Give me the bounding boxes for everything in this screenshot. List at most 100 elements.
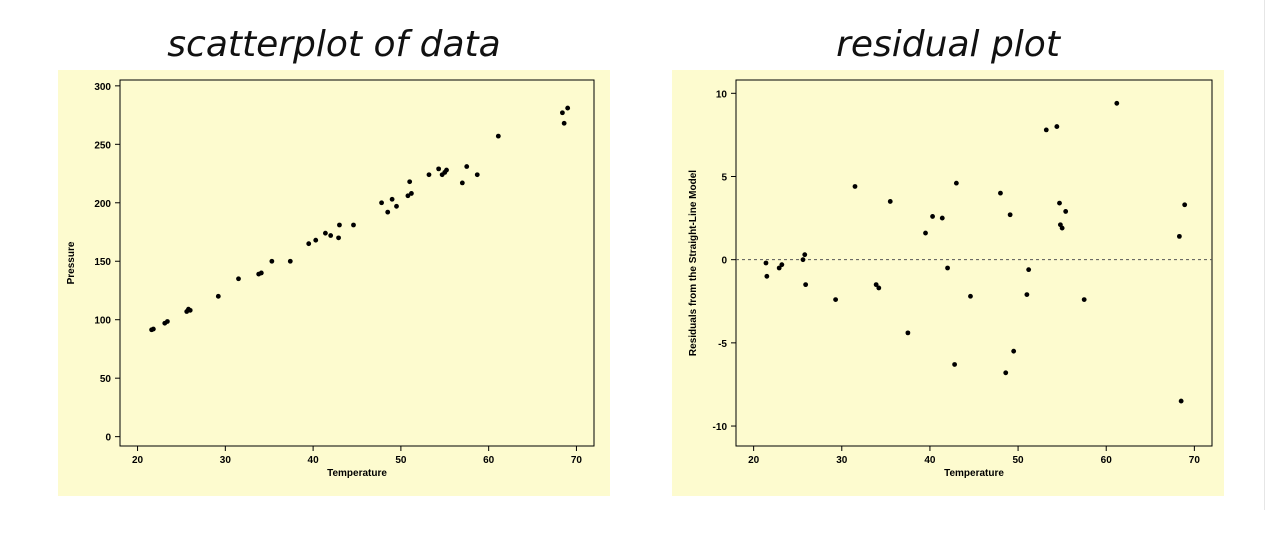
scatter-data-point: [323, 230, 328, 236]
residual-data-point: [1003, 370, 1009, 376]
residual-plot-panel: 20 30 40 50 60 70 -10 -5 0 5 10 Temperature Residual…: [672, 70, 1224, 496]
scatter-data-point: [444, 167, 449, 173]
scatter-y-tick-label: 50: [100, 374, 112, 385]
residual-y-tick-label: 0: [721, 256, 727, 267]
residual-x-tick-label: 30: [836, 455, 848, 466]
residual-data-point: [968, 293, 973, 299]
scatter-y-axis-label: Pressure: [66, 241, 77, 284]
residual-data-point: [779, 262, 785, 268]
scatterplot-chart: 20 30 40 50 60 70 0 50 100 150 200 250 300 Temperatur…: [66, 79, 595, 479]
scatter-x-tick-label: 40: [308, 455, 320, 466]
scatter-data-point: [336, 235, 341, 241]
residual-data-point: [802, 252, 808, 258]
residual-y-tick-label: 5: [721, 172, 727, 183]
scatter-data-point: [474, 172, 480, 178]
scatter-y-tick-label: 150: [94, 257, 111, 268]
scatter-data-point: [407, 179, 413, 185]
residual-data-point: [1176, 233, 1182, 239]
scatter-data-point: [409, 191, 414, 196]
scatter-data-point: [426, 172, 432, 178]
residual-data-point: [945, 265, 950, 271]
residual-data-point: [905, 330, 911, 336]
residual-data-point: [1114, 100, 1120, 106]
residual-data-point: [930, 214, 935, 219]
residual-data-point: [803, 282, 809, 288]
residual-x-tick-label: 40: [924, 455, 936, 466]
residual-data-point: [1011, 348, 1017, 354]
residual-x-tick-label: 50: [1013, 455, 1025, 466]
residual-data-point: [833, 297, 839, 302]
scatter-x-tick-label: 60: [483, 455, 495, 466]
scatter-data-point: [459, 180, 465, 186]
residual-data-point: [923, 230, 928, 236]
scatter-data-point: [328, 233, 334, 238]
scatter-data-point: [236, 276, 241, 282]
scatter-data-point: [560, 110, 565, 116]
scatter-data-point: [150, 326, 156, 332]
scatter-x-axis-label: Temperature: [327, 468, 387, 479]
residual-y-tick-label: -5: [718, 339, 727, 350]
residual-plot-chart: 20 30 40 50 60 70 -10 -5 0 5 10 Temperature Residual…: [688, 79, 1213, 479]
scatter-data-point: [287, 258, 293, 264]
scatter-data-point: [385, 209, 391, 215]
scatter-data-point: [337, 222, 342, 228]
residual-data-point: [873, 282, 879, 288]
residual-data-point: [1081, 297, 1087, 302]
scatter-data-point: [565, 105, 571, 111]
residual-data-point: [763, 260, 769, 266]
residual-x-tick-label: 60: [1101, 455, 1113, 466]
scatter-data-point: [436, 166, 442, 172]
scatter-data-point: [165, 319, 170, 324]
residual-data-point: [953, 180, 959, 186]
scatter-data-point: [313, 237, 319, 243]
residual-y-tick-label: -10: [713, 422, 728, 433]
scatter-data-point: [495, 133, 501, 139]
residual-data-point: [939, 215, 945, 221]
scatter-x-tick-label: 50: [395, 455, 407, 466]
scatter-y-tick-label: 100: [94, 316, 111, 327]
scatter-data-point: [379, 200, 384, 206]
residual-data-point: [1178, 398, 1184, 404]
page-edge-divider: [1264, 0, 1265, 510]
scatter-data-point: [215, 293, 221, 299]
scatterplot-panel: 20 30 40 50 60 70 0 50 100 150 200 250 300 Temperatur…: [58, 70, 610, 496]
scatter-x-tick-label: 30: [220, 455, 232, 466]
residual-data-point: [800, 257, 806, 263]
scatter-data-point: [394, 203, 399, 209]
residual-x-tick-label: 70: [1189, 455, 1201, 466]
residual-data-point: [1063, 209, 1069, 214]
residual-plot-title: residual plot: [836, 24, 1060, 65]
scatter-y-tick-label: 200: [94, 199, 111, 210]
residual-data-point: [952, 362, 958, 367]
residual-data-point: [887, 199, 893, 204]
residual-data-point: [764, 273, 770, 279]
residual-y-tick-label: 10: [716, 89, 728, 100]
scatter-data-point: [464, 164, 470, 169]
scatter-data-point: [187, 307, 193, 313]
residual-data-point: [998, 190, 1003, 196]
residual-x-tick-label: 20: [748, 455, 760, 466]
residual-data-point: [1026, 267, 1032, 273]
scatterplot-title: scatterplot of data: [167, 24, 501, 65]
scatter-data-point: [258, 270, 264, 276]
residual-plot-frame: [735, 79, 1213, 447]
scatter-data-point: [405, 193, 411, 199]
scatter-y-tick-label: 0: [105, 433, 111, 444]
residual-data-point: [1057, 200, 1062, 206]
residual-data-point: [1054, 124, 1060, 129]
scatter-x-tick-label: 70: [571, 455, 583, 466]
scatter-x-tick-label: 20: [132, 455, 144, 466]
scatter-data-point: [306, 241, 312, 247]
residual-data-point: [1024, 292, 1030, 298]
residual-x-axis-label: Temperature: [944, 468, 1004, 479]
residual-data-point: [876, 285, 882, 291]
residual-data-point: [1043, 127, 1049, 133]
residual-data-point: [852, 184, 858, 189]
residual-data-point: [1059, 225, 1065, 231]
residual-y-axis-label: Residuals from the Straight-Line Model: [688, 170, 699, 356]
scatter-plot-frame: [119, 79, 595, 447]
scatter-y-tick-label: 250: [94, 140, 111, 151]
scatter-data-point: [351, 222, 356, 228]
scatter-y-tick-label: 300: [94, 82, 111, 93]
scatter-data-point: [269, 258, 275, 264]
